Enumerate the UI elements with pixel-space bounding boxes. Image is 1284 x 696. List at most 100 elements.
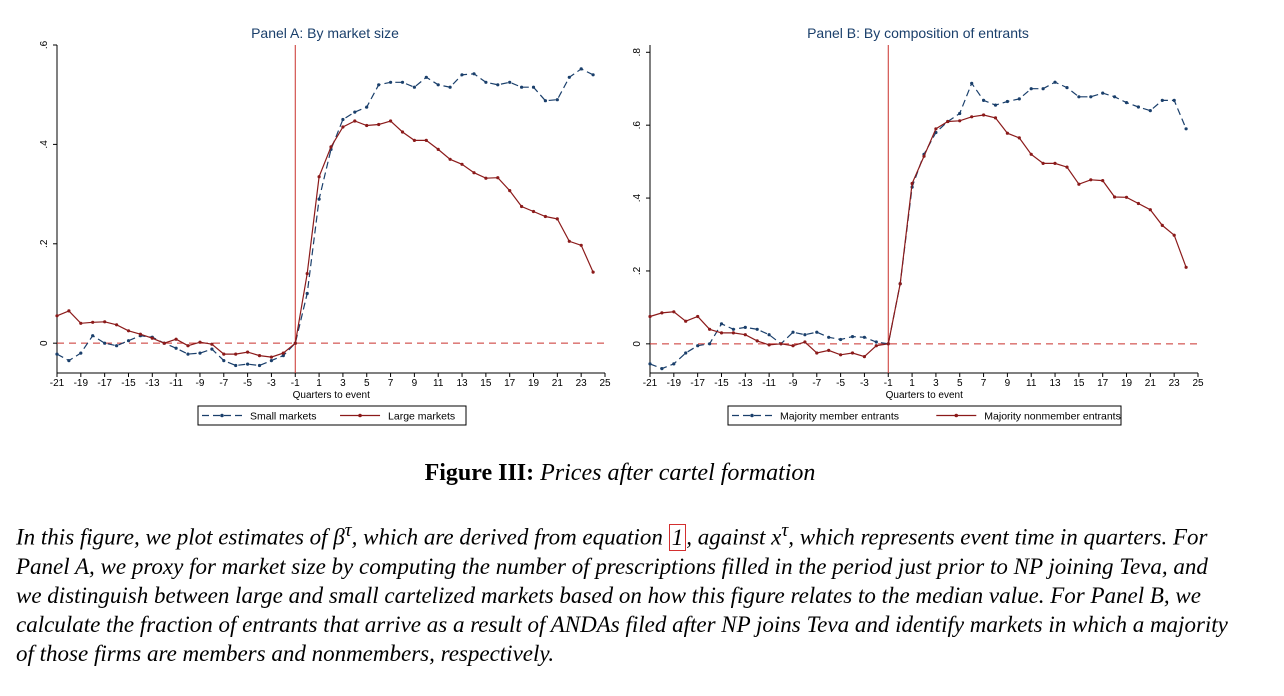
data-point [982, 113, 986, 117]
data-point [743, 333, 747, 337]
data-point [1041, 161, 1045, 165]
data-point [67, 359, 71, 363]
x-tick-label: -1 [884, 378, 893, 389]
data-point [993, 116, 998, 120]
x-tick-label: 13 [456, 378, 468, 389]
data-point [317, 197, 321, 201]
data-point [660, 367, 664, 371]
data-point [103, 320, 107, 324]
series-line [56, 68, 594, 367]
data-point [591, 270, 595, 274]
data-point [1113, 95, 1117, 99]
x-tick-label: 25 [599, 378, 611, 389]
x-tick-label: 13 [1049, 378, 1061, 389]
data-point [1089, 95, 1093, 99]
data-point [365, 105, 369, 109]
x-tick-label: 11 [1026, 378, 1037, 389]
x-tick-label: 3 [340, 378, 346, 389]
data-point [839, 353, 843, 357]
panel-title: Panel B: By composition of entrants [807, 25, 1029, 41]
data-point [424, 138, 428, 142]
series-dashed [55, 67, 595, 368]
y-tick-label: 0 [632, 341, 643, 347]
data-point [767, 333, 771, 337]
data-point [115, 323, 119, 327]
data-point [269, 359, 273, 363]
data-point [874, 344, 878, 348]
data-point [448, 85, 452, 89]
data-point [1089, 178, 1093, 182]
panel-title: Panel A: By market size [251, 25, 399, 41]
data-point [672, 310, 676, 314]
data-point [365, 123, 369, 128]
data-point [460, 162, 464, 166]
x-tick-label: 25 [1192, 378, 1204, 389]
data-point [531, 85, 536, 89]
data-point [234, 352, 238, 356]
x-tick-label: 7 [981, 378, 987, 389]
y-tick-label: .2 [632, 266, 643, 275]
data-point [246, 350, 250, 354]
data-point [138, 332, 142, 336]
data-point [198, 351, 202, 355]
data-point [1148, 208, 1152, 212]
data-point [755, 327, 759, 331]
x-tick-label: -9 [789, 378, 798, 389]
data-point [484, 176, 488, 180]
caption-part-1: In this figure, we plot estimates of [16, 524, 334, 550]
x-tick-label: -19 [667, 378, 682, 389]
data-point [1124, 101, 1129, 105]
x-tick-label: -17 [690, 378, 705, 389]
data-point [257, 354, 262, 358]
data-point [448, 157, 452, 161]
data-point [377, 122, 381, 127]
x-tick-label: -5 [836, 378, 845, 389]
x-tick-label: 15 [480, 378, 492, 389]
x-tick-label: 9 [1005, 378, 1011, 389]
data-point [520, 85, 524, 89]
x-tick-label: 23 [576, 378, 588, 389]
data-point [1017, 136, 1021, 140]
data-point [317, 175, 321, 179]
data-point [162, 341, 166, 345]
x-tick-label: -11 [762, 378, 776, 389]
legend-swatch-point [954, 413, 959, 418]
data-point [579, 67, 583, 71]
x-tick-label: -5 [243, 378, 252, 389]
caption-part-2: , which are derived from equation [351, 524, 669, 550]
data-point [174, 346, 178, 350]
y-tick-label: 0 [39, 340, 50, 346]
data-point [648, 362, 652, 366]
series-solid [648, 113, 1188, 359]
x-tick-label: 1 [316, 378, 322, 389]
x-tick-label: -13 [738, 378, 753, 389]
data-point [970, 115, 974, 119]
data-point [412, 138, 416, 142]
data-point [803, 340, 807, 344]
data-point [389, 119, 393, 123]
x-axis-label: Quarters to event [886, 390, 963, 401]
legend-swatch-point [358, 413, 362, 418]
data-point [91, 320, 95, 324]
data-point [460, 73, 464, 77]
equation-reference-link[interactable]: 1 [668, 523, 687, 551]
data-point [555, 217, 559, 221]
data-point [222, 352, 226, 356]
data-point [281, 351, 285, 355]
data-point [520, 204, 524, 209]
data-point [543, 99, 548, 103]
data-point [672, 362, 676, 366]
data-point [531, 209, 536, 214]
data-point [55, 352, 59, 356]
data-point [353, 110, 357, 114]
x-tick-label: 19 [1121, 378, 1133, 389]
data-point [815, 330, 819, 334]
data-point [496, 176, 500, 180]
data-point [508, 80, 512, 84]
data-point [579, 243, 583, 247]
beta-symbol: β [333, 524, 345, 550]
x-tick-label: -3 [267, 378, 276, 389]
data-point [898, 282, 902, 286]
data-point [115, 344, 119, 348]
data-point [293, 341, 297, 345]
